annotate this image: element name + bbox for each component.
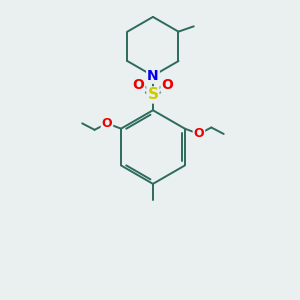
- Text: S: S: [147, 87, 158, 102]
- Text: O: O: [194, 128, 204, 140]
- Text: O: O: [161, 78, 173, 92]
- Text: O: O: [133, 78, 144, 92]
- Text: N: N: [147, 69, 159, 83]
- Text: O: O: [102, 117, 112, 130]
